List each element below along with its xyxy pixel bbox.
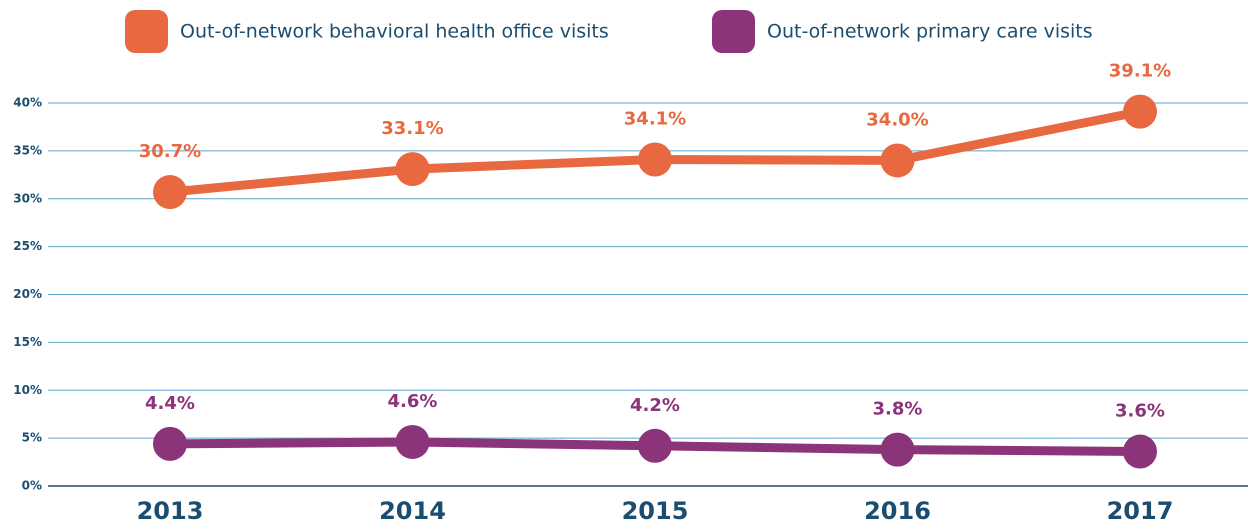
data-point xyxy=(1123,94,1157,129)
y-tick-label: 35% xyxy=(13,143,42,157)
x-tick-label: 2016 xyxy=(864,497,931,525)
data-point xyxy=(153,175,187,210)
y-tick-label: 10% xyxy=(13,383,42,397)
data-label: 39.1% xyxy=(1109,61,1171,82)
data-label: 34.1% xyxy=(624,108,686,129)
legend-swatch xyxy=(125,10,168,53)
data-point xyxy=(153,426,187,461)
data-label: 3.8% xyxy=(873,399,923,420)
y-tick-label: 30% xyxy=(13,191,42,205)
legend-label: Out-of-network behavioral health office … xyxy=(180,21,609,43)
x-tick-label: 2014 xyxy=(379,497,446,525)
data-label: 4.4% xyxy=(145,393,195,414)
x-tick-label: 2015 xyxy=(622,497,689,525)
data-label: 33.1% xyxy=(381,118,443,139)
y-tick-label: 15% xyxy=(13,335,42,349)
data-point xyxy=(395,424,430,459)
data-point xyxy=(395,152,430,187)
data-point xyxy=(880,432,915,467)
y-tick-label: 25% xyxy=(13,239,42,253)
data-point xyxy=(880,143,915,178)
data-label: 4.2% xyxy=(630,395,680,416)
y-tick-label: 20% xyxy=(13,287,42,301)
legend-label: Out-of-network primary care visits xyxy=(767,21,1093,43)
data-label: 30.7% xyxy=(139,141,201,162)
data-label: 34.0% xyxy=(866,109,928,130)
legend-swatch xyxy=(712,10,755,53)
data-label: 3.6% xyxy=(1115,401,1165,422)
data-point xyxy=(638,428,672,463)
y-tick-label: 5% xyxy=(22,431,42,445)
x-tick-label: 2013 xyxy=(137,497,204,525)
data-label: 4.6% xyxy=(388,391,438,412)
x-tick-label: 2017 xyxy=(1107,497,1174,525)
y-tick-label: 0% xyxy=(22,479,42,493)
data-point xyxy=(1123,434,1157,469)
y-tick-label: 40% xyxy=(13,96,42,110)
data-point xyxy=(638,142,672,177)
